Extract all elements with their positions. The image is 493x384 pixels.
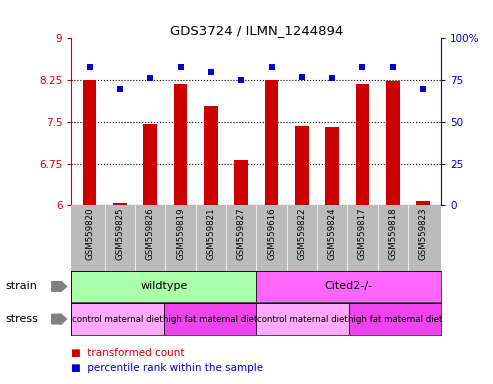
- Text: GSM559616: GSM559616: [267, 207, 276, 260]
- Point: [116, 85, 124, 91]
- Bar: [143, 124, 157, 205]
- Text: high fat maternal diet: high fat maternal diet: [163, 314, 257, 324]
- Text: GSM559819: GSM559819: [176, 207, 185, 260]
- Text: control maternal diet: control maternal diet: [257, 314, 348, 324]
- Point: [176, 64, 184, 70]
- Point: [389, 64, 397, 70]
- Bar: [174, 83, 187, 205]
- Text: strain: strain: [5, 281, 37, 291]
- Text: GSM559825: GSM559825: [115, 207, 124, 260]
- Bar: [416, 201, 430, 205]
- Bar: [256, 271, 441, 302]
- Point: [86, 64, 94, 70]
- Bar: [386, 81, 399, 205]
- Bar: [234, 160, 248, 205]
- Point: [328, 75, 336, 81]
- Text: Cited2-/-: Cited2-/-: [325, 281, 373, 291]
- Text: GSM559822: GSM559822: [297, 207, 306, 260]
- Point: [268, 64, 276, 70]
- Bar: [256, 303, 349, 335]
- Text: high fat maternal diet: high fat maternal diet: [348, 314, 442, 324]
- Text: GSM559826: GSM559826: [146, 207, 155, 260]
- Point: [207, 69, 215, 75]
- Bar: [204, 106, 218, 205]
- Text: GSM559823: GSM559823: [419, 207, 427, 260]
- Point: [358, 64, 366, 70]
- Point: [419, 85, 427, 91]
- Bar: [71, 271, 256, 302]
- Text: wildtype: wildtype: [140, 281, 188, 291]
- Text: ■  percentile rank within the sample: ■ percentile rank within the sample: [71, 363, 264, 373]
- Bar: [325, 127, 339, 205]
- Title: GDS3724 / ILMN_1244894: GDS3724 / ILMN_1244894: [170, 24, 343, 37]
- Text: GSM559827: GSM559827: [237, 207, 246, 260]
- Bar: [265, 80, 279, 205]
- Point: [298, 74, 306, 80]
- Bar: [71, 303, 164, 335]
- Point: [237, 77, 245, 83]
- Bar: [295, 126, 309, 205]
- Text: GSM559818: GSM559818: [388, 207, 397, 260]
- Bar: [164, 303, 256, 335]
- Bar: [83, 80, 97, 205]
- Text: GSM559820: GSM559820: [85, 207, 94, 260]
- Text: GSM559821: GSM559821: [207, 207, 215, 260]
- Text: GSM559824: GSM559824: [328, 207, 337, 260]
- Bar: [355, 84, 369, 205]
- Bar: [349, 303, 441, 335]
- Point: [146, 75, 154, 81]
- Bar: [113, 203, 127, 205]
- Text: stress: stress: [5, 314, 38, 324]
- Text: control maternal diet: control maternal diet: [72, 314, 163, 324]
- Text: ■  transformed count: ■ transformed count: [71, 348, 185, 358]
- Text: GSM559817: GSM559817: [358, 207, 367, 260]
